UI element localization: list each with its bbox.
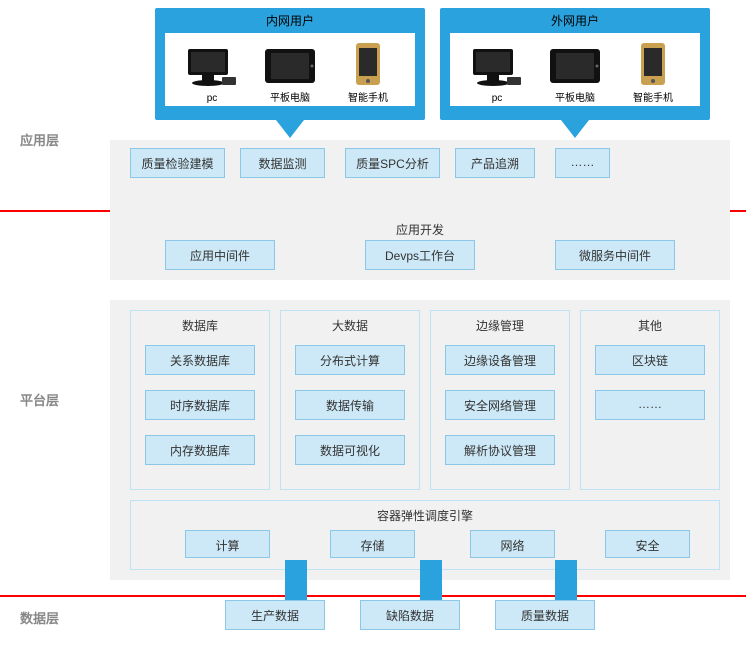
external-users-panel: 外网用户 pc 平板电脑智能手机 — [440, 8, 710, 120]
layer-label-data: 数据层 — [20, 608, 59, 627]
platform-item: 解析协议管理 — [445, 435, 555, 465]
connector-bar — [555, 560, 577, 600]
device-caption: pc — [177, 93, 247, 104]
device-caption: pc — [462, 93, 532, 104]
separator-line-2 — [0, 595, 746, 597]
app-middleware: Devps工作台 — [365, 240, 475, 270]
app-module: 质量SPC分析 — [345, 148, 440, 178]
app-module: 质量检验建模 — [130, 148, 225, 178]
internal-users-devices: pc 平板电脑智能手机 — [165, 33, 415, 106]
external-users-title: 外网用户 — [440, 8, 710, 29]
device-caption: 智能手机 — [618, 89, 688, 104]
data-source: 质量数据 — [495, 600, 595, 630]
engine-item: 计算 — [185, 530, 270, 558]
engine-item: 存储 — [330, 530, 415, 558]
app-development-title: 应用开发 — [110, 215, 730, 238]
arrow-down-icon — [561, 120, 589, 138]
device-pc: pc — [462, 47, 532, 104]
arrow-down-icon — [276, 120, 304, 138]
platform-column-title: 数据库 — [131, 311, 269, 340]
layer-label-platform: 平台层 — [20, 390, 59, 409]
platform-item: 时序数据库 — [145, 390, 255, 420]
platform-item: …… — [595, 390, 705, 420]
device-phone: 智能手机 — [618, 41, 688, 104]
platform-item: 数据传输 — [295, 390, 405, 420]
device-caption: 智能手机 — [333, 89, 403, 104]
engine-item: 网络 — [470, 530, 555, 558]
platform-column-title: 其他 — [581, 311, 719, 340]
device-tablet: 平板电脑 — [255, 47, 325, 104]
app-middleware: 微服务中间件 — [555, 240, 675, 270]
platform-item: 关系数据库 — [145, 345, 255, 375]
layer-label-app: 应用层 — [20, 130, 59, 149]
device-tablet: 平板电脑 — [540, 47, 610, 104]
container-engine-title: 容器弹性调度引擎 — [131, 501, 719, 530]
platform-item: 区块链 — [595, 345, 705, 375]
internal-users-title: 内网用户 — [155, 8, 425, 29]
connector-bar — [420, 560, 442, 600]
app-module: 数据监测 — [240, 148, 325, 178]
app-middleware: 应用中间件 — [165, 240, 275, 270]
platform-column-title: 边缘管理 — [431, 311, 569, 340]
platform-item: 安全网络管理 — [445, 390, 555, 420]
architecture-diagram: 应用层 平台层 数据层 内网用户 pc平板电脑智能手机 外网用户 pc平板电脑智… — [0, 0, 746, 645]
platform-item: 内存数据库 — [145, 435, 255, 465]
engine-item: 安全 — [605, 530, 690, 558]
device-caption: 平板电脑 — [540, 89, 610, 104]
data-source: 缺陷数据 — [360, 600, 460, 630]
data-source: 生产数据 — [225, 600, 325, 630]
app-module: …… — [555, 148, 610, 178]
platform-column-title: 大数据 — [281, 311, 419, 340]
external-users-devices: pc 平板电脑智能手机 — [450, 33, 700, 106]
device-pc: pc — [177, 47, 247, 104]
internal-users-panel: 内网用户 pc 平板电脑智能手机 — [155, 8, 425, 120]
platform-item: 分布式计算 — [295, 345, 405, 375]
device-caption: 平板电脑 — [255, 89, 325, 104]
device-phone: 智能手机 — [333, 41, 403, 104]
platform-item: 边缘设备管理 — [445, 345, 555, 375]
app-module: 产品追溯 — [455, 148, 535, 178]
connector-bar — [285, 560, 307, 600]
platform-item: 数据可视化 — [295, 435, 405, 465]
